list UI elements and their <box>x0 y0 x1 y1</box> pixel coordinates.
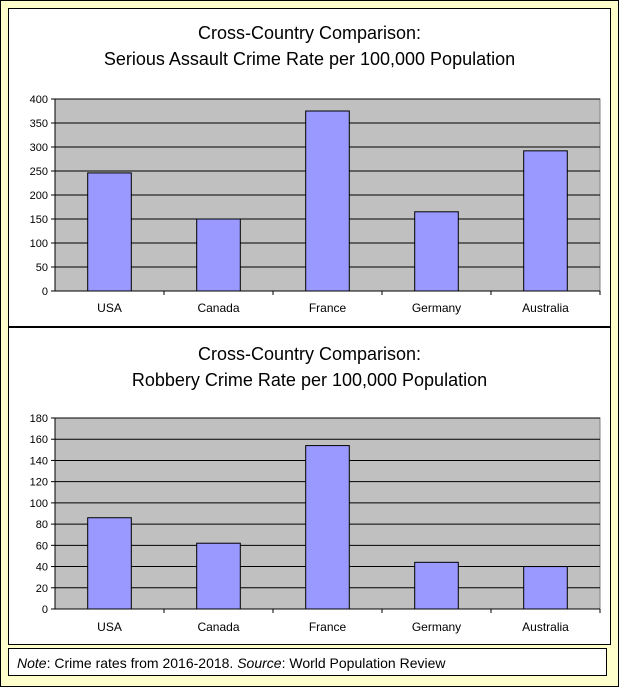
y-tick-label: 180 <box>30 413 48 425</box>
x-tick-label: Germany <box>412 301 461 315</box>
chart-title-line1: Cross-Country Comparison: <box>197 344 422 364</box>
source-text: : World Population Review <box>281 655 446 671</box>
bar-canada <box>196 218 241 292</box>
y-tick-label: 150 <box>30 214 48 226</box>
y-tick-label: 250 <box>30 166 48 178</box>
y-tick-label: 60 <box>36 540 48 552</box>
chart-title-line2: Serious Assault Crime Rate per 100,000 P… <box>103 49 516 69</box>
y-tick-label: 100 <box>30 498 48 510</box>
x-tick-label: Canada <box>197 620 239 634</box>
assault-chart-svg: 0 50 100 150 200 250 300 350 400 USA Canada France G… <box>30 94 601 315</box>
y-tick-label: 80 <box>36 519 48 531</box>
y-tick-label: 100 <box>30 238 48 250</box>
y-tick-label: 40 <box>36 562 48 574</box>
y-tick-label: 140 <box>30 455 48 467</box>
robbery-chart-svg: 0 20 40 60 80 100 120 140 160 180 USA Canada France G… <box>30 413 601 634</box>
x-tick-label: USA <box>97 620 122 634</box>
bar-france <box>305 445 350 610</box>
source-note: Note: Crime rates from 2016-2018. Source… <box>8 648 607 676</box>
note-text: : Crime rates from 2016-2018. <box>46 655 238 671</box>
bar-australia <box>523 150 568 292</box>
x-tick-label: Australia <box>522 620 569 634</box>
y-tick-label: 0 <box>42 286 48 298</box>
assault-chart-panel: Cross-Country Comparison: Serious Assaul… <box>8 8 611 327</box>
y-tick-label: 50 <box>36 262 48 274</box>
robbery-chart-panel: Cross-Country Comparison: Robbery Crime … <box>8 327 611 645</box>
y-tick-label: 120 <box>30 477 48 489</box>
x-tick-label: France <box>309 301 347 315</box>
y-tick-label: 20 <box>36 583 48 595</box>
x-tick-label: France <box>309 620 347 634</box>
y-tick-label: 200 <box>30 190 48 202</box>
y-tick-label: 300 <box>30 142 48 154</box>
y-tick-label: 400 <box>30 94 48 106</box>
chart-title-line2: Robbery Crime Rate per 100,000 Populatio… <box>131 370 488 390</box>
y-tick-label: 350 <box>30 118 48 130</box>
bar-france <box>305 110 350 292</box>
x-tick-label: Germany <box>412 620 461 634</box>
x-tick-label: Australia <box>522 301 569 315</box>
y-tick-label: 0 <box>42 604 48 616</box>
x-tick-label: Canada <box>197 301 239 315</box>
source-label: Source <box>237 655 282 671</box>
x-tick-label: USA <box>97 301 122 315</box>
bar-germany <box>414 211 459 292</box>
y-tick-label: 160 <box>30 434 48 446</box>
bar-australia <box>523 566 568 610</box>
bar-germany <box>414 561 459 610</box>
note-label: Note <box>17 655 47 671</box>
bar-usa <box>87 172 132 292</box>
bar-usa <box>87 517 132 610</box>
bar-canada <box>196 542 241 610</box>
chart-title-line1: Cross-Country Comparison: <box>197 23 422 43</box>
